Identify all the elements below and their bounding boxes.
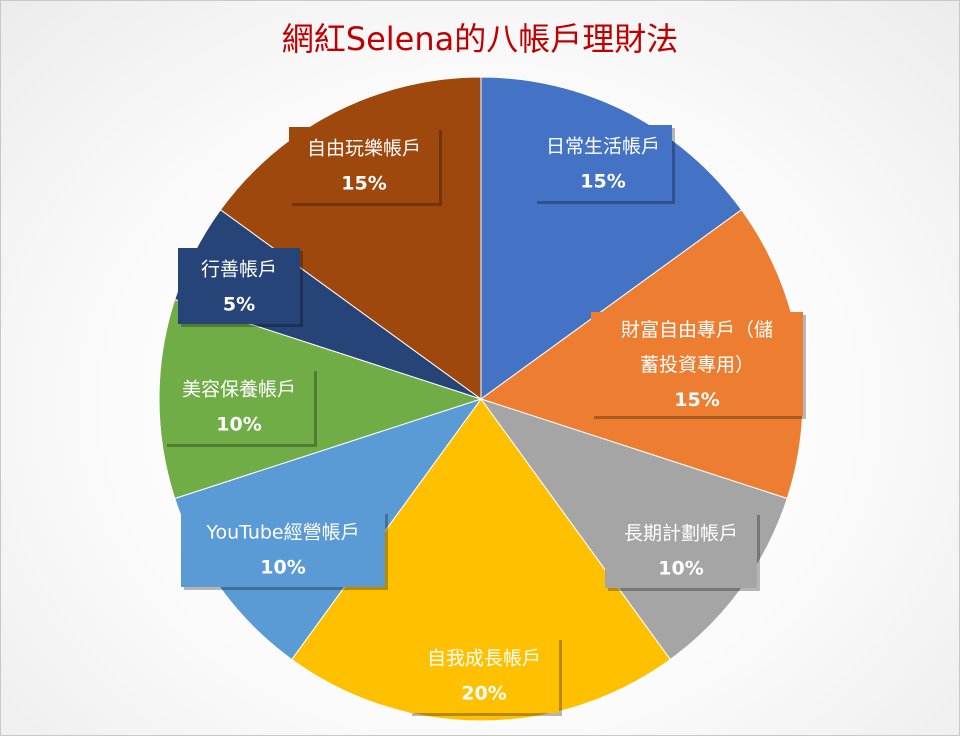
slice-category-label: 自由玩樂帳戶 <box>307 138 421 160</box>
slice-label: 行善帳戶 5% <box>178 248 303 327</box>
slice-label: 日常生活帳戶 15% <box>534 125 675 204</box>
slice-label: YouTube經營帳戶 10% <box>181 511 388 590</box>
chart-title: 網紅Selena的八帳戶理財法 <box>281 20 679 58</box>
slice-value-label: 10% <box>658 558 703 580</box>
slice-category-label: 美容保養帳戶 <box>182 379 296 401</box>
slice-value-label: 10% <box>260 557 305 579</box>
label-box <box>164 368 314 444</box>
slice-value-label: 15% <box>674 389 719 411</box>
pie-slice <box>158 298 483 500</box>
slice-label: 自由玩樂帳戶 15% <box>289 127 442 206</box>
label-box <box>409 637 559 713</box>
slice-label: 自我成長帳戶 20% <box>409 637 562 716</box>
slice-value-label: 10% <box>216 414 261 436</box>
slice-category-label: 長期計劃帳戶 <box>624 523 738 545</box>
slice-value-label: 15% <box>341 173 386 195</box>
slice-label: 長期計劃帳戶 10% <box>605 512 760 591</box>
slice-category-label: YouTube經營帳戶 <box>205 522 359 544</box>
slice-category-label: 自我成長帳戶 <box>427 648 541 670</box>
slice-value-label: 20% <box>461 683 506 705</box>
label-box <box>181 511 385 587</box>
label-box <box>178 248 300 324</box>
label-box <box>534 125 672 201</box>
slice-value-label: 15% <box>580 171 625 193</box>
label-box <box>289 127 439 203</box>
slice-category-label: 蓄投資專用） <box>640 354 754 376</box>
pie-slice <box>291 398 671 722</box>
slice-category-label: 行善帳戶 <box>201 259 277 281</box>
label-box <box>591 312 803 416</box>
slice-value-label: 5% <box>223 294 255 316</box>
slice-label: 美容保養帳戶 10% <box>164 368 317 447</box>
slice-category-label: 財富自由專戶（儲 <box>621 319 773 341</box>
slice-category-label: 日常生活帳戶 <box>546 136 660 158</box>
label-box <box>605 512 757 588</box>
